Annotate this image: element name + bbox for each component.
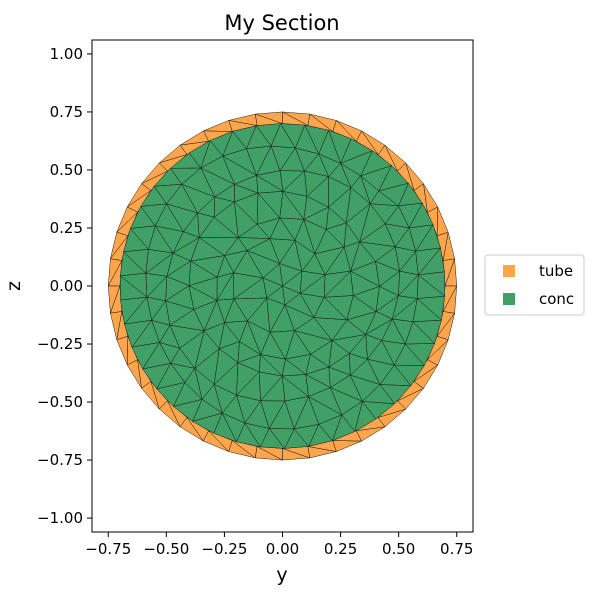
- y-tick-label: −1.00: [37, 509, 83, 527]
- x-tick-label: −0.25: [201, 540, 247, 558]
- x-tick-label: 0.75: [440, 540, 473, 558]
- y-tick-label: 0.75: [50, 103, 83, 121]
- legend-swatch-tube: [503, 265, 515, 277]
- mesh-layer: [108, 111, 457, 461]
- legend-swatch-conc: [503, 293, 515, 305]
- x-axis-label: y: [276, 564, 287, 586]
- x-tick-label: 0.00: [266, 540, 299, 558]
- y-tick-label: −0.75: [37, 451, 83, 469]
- tube-mesh-element: [332, 440, 362, 452]
- x-tick-label: −0.50: [143, 540, 189, 558]
- y-tick-label: −0.25: [37, 335, 83, 353]
- conc-mesh-element: [398, 270, 419, 296]
- tube-mesh-element: [203, 120, 233, 132]
- legend: tube conc: [484, 254, 585, 316]
- y-tick-label: 1.00: [50, 45, 83, 63]
- y-tick-label: 0.00: [50, 277, 83, 295]
- chart-title: My Section: [224, 11, 339, 35]
- plot-area: [91, 39, 474, 533]
- x-tick-label: 0.50: [382, 540, 415, 558]
- tube-mesh-element: [116, 335, 129, 366]
- y-tick-label: 0.50: [50, 161, 83, 179]
- x-tick-label: 0.25: [324, 540, 357, 558]
- y-tick-label: −0.50: [37, 393, 83, 411]
- conc-mesh-element: [299, 270, 326, 294]
- x-axis: −0.75 −0.50 −0.25 0.00 0.25 0.50 0.75: [85, 532, 473, 558]
- conc-mesh-element: [418, 271, 446, 297]
- y-axis-label: z: [3, 281, 25, 291]
- y-tick-label: 0.25: [50, 219, 83, 237]
- legend-label-tube: tube: [539, 262, 573, 280]
- tube-mesh-element: [436, 206, 449, 237]
- legend-label-conc: conc: [539, 290, 574, 308]
- conc-mesh-element: [323, 270, 351, 298]
- conc-mesh-element: [375, 261, 400, 287]
- y-axis: 1.00 0.75 0.50 0.25 0.00 −0.25 −0.50 −0.75 −1.00: [37, 45, 92, 527]
- x-tick-label: −0.75: [85, 540, 131, 558]
